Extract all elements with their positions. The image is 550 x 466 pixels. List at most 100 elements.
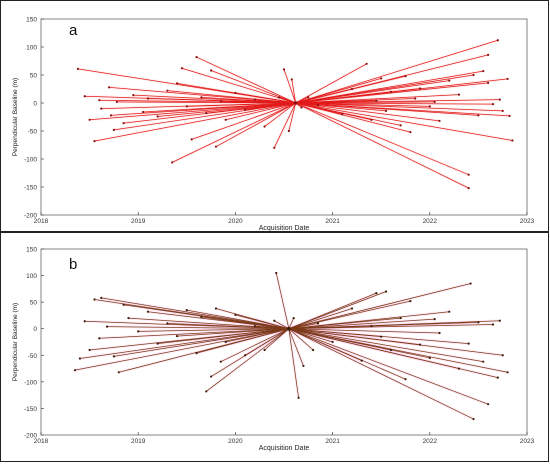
pb-link-27: [254, 325, 289, 330]
panel-a-frame: -200 -150 -100 -50 0 50 100 150 2018 2019 2020 2021…: [0, 0, 549, 232]
pb-point-4: [93, 298, 96, 301]
pb-link-34: [288, 328, 314, 351]
pb-link-30: [275, 272, 290, 329]
pa-point-71: [511, 139, 514, 142]
pa-point-66: [496, 39, 499, 42]
pa-point-8: [112, 128, 115, 131]
pa-link-19: [186, 102, 296, 107]
pa-point-50: [409, 131, 412, 134]
pa-link-18: [181, 67, 296, 104]
pb-point-45: [404, 378, 407, 381]
pa-link-3: [94, 102, 296, 142]
pa-point-64: [487, 53, 490, 56]
pb-point-61: [498, 319, 501, 322]
pb-point-0: [73, 369, 77, 372]
pa-link-69: [295, 78, 508, 104]
pb-point-48: [428, 356, 431, 360]
pa-xtick-label-5: 2023: [520, 218, 535, 225]
pa-point-27: [224, 118, 227, 121]
pb-point-30: [275, 271, 278, 275]
pb-link-1: [79, 328, 289, 359]
pa-ytick-label-6: 100: [26, 45, 37, 52]
pa-point-28: [234, 91, 237, 95]
pb-point-60: [496, 376, 499, 379]
pb-link-46: [288, 300, 411, 330]
pa-link-48: [295, 102, 401, 126]
pb-link-29: [274, 320, 290, 330]
pa-point-15: [166, 89, 169, 92]
pb-point-31: [292, 316, 295, 320]
baseline-plot-b: -200 -150 -100 -50 0 50 100 150 2018 2019 2020 2021…: [12, 247, 535, 453]
pb-link-61: [288, 320, 500, 330]
pa-point-65: [491, 103, 495, 106]
pb-link-33: [288, 328, 304, 367]
pb-ylabel: Perpendicular Baseline (m): [12, 303, 19, 381]
pb-ytick-label-0: -200: [24, 433, 37, 440]
pb-link-0: [74, 328, 289, 371]
pa-link-64: [295, 54, 489, 104]
pa-xlabel: Acquisition Date: [259, 225, 310, 231]
pb-point-15: [166, 322, 169, 325]
pa-link-20: [191, 102, 296, 140]
pb-point-34: [312, 348, 315, 352]
pb-link-37: [288, 308, 353, 330]
pb-point-53: [467, 342, 470, 345]
pa-ytick-label-2: -100: [24, 157, 37, 164]
pa-link-12: [143, 102, 296, 113]
pb-point-18: [195, 352, 198, 355]
pb-xtick-label-4: 2022: [423, 438, 438, 445]
pa-point-58: [467, 173, 470, 176]
pa-point-16: [171, 161, 174, 164]
pb-link-26: [244, 328, 290, 356]
pa-point-47: [389, 90, 393, 93]
pb-link-49: [288, 318, 435, 330]
pb-panel-label: b: [69, 256, 77, 273]
pa-point-34: [282, 68, 286, 71]
pb-point-3: [88, 348, 91, 352]
pb-point-7: [105, 325, 109, 328]
pa-point-22: [200, 96, 203, 99]
pb-link-57: [288, 328, 484, 363]
pb-point-62: [501, 354, 504, 357]
pa-point-40: [341, 113, 344, 116]
pa-link-27: [225, 102, 296, 121]
pb-point-14: [156, 342, 159, 345]
pa-point-39: [316, 104, 320, 107]
pa-xtick-label-1: 2019: [131, 218, 146, 225]
pb-link-45: [288, 328, 406, 380]
pa-point-20: [190, 138, 193, 141]
baseline-plot-a: -200 -150 -100 -50 0 50 100 150 2018 2019 2020 2021…: [12, 17, 535, 233]
pa-point-49: [404, 75, 407, 78]
pb-link-54: [288, 283, 471, 330]
pb-point-27: [253, 324, 256, 328]
pb-ytick-label-2: -100: [24, 379, 37, 386]
pa-point-42: [365, 62, 368, 65]
pb-ytick-label-7: 150: [26, 247, 37, 254]
pb-link-42: [288, 291, 387, 330]
pb-link-59: [288, 324, 493, 330]
pb-point-24: [224, 340, 227, 344]
pb-point-16: [175, 335, 179, 338]
pb-link-5: [99, 328, 289, 339]
pb-point-63: [506, 371, 509, 374]
pa-point-14: [156, 115, 159, 118]
pb-link-17: [186, 309, 289, 330]
pa-point-48: [399, 124, 402, 127]
pb-point-2: [83, 320, 86, 323]
pb-point-26: [244, 354, 247, 357]
pa-point-46: [384, 109, 388, 112]
pa-link-66: [295, 39, 498, 104]
pa-point-32: [273, 146, 276, 149]
pa-point-60: [472, 73, 475, 77]
pa-point-41: [350, 87, 354, 91]
pa-point-1: [83, 95, 86, 98]
pa-point-11: [132, 94, 135, 97]
pa-ytick-label-5: 50: [30, 73, 38, 80]
pa-point-62: [482, 69, 485, 73]
pb-point-1: [78, 357, 81, 360]
pb-point-52: [457, 367, 461, 370]
pb-ytick-label-3: -50: [28, 353, 38, 360]
pa-point-69: [506, 77, 509, 81]
pa-point-18: [180, 67, 184, 70]
pb-link-28: [264, 328, 290, 351]
